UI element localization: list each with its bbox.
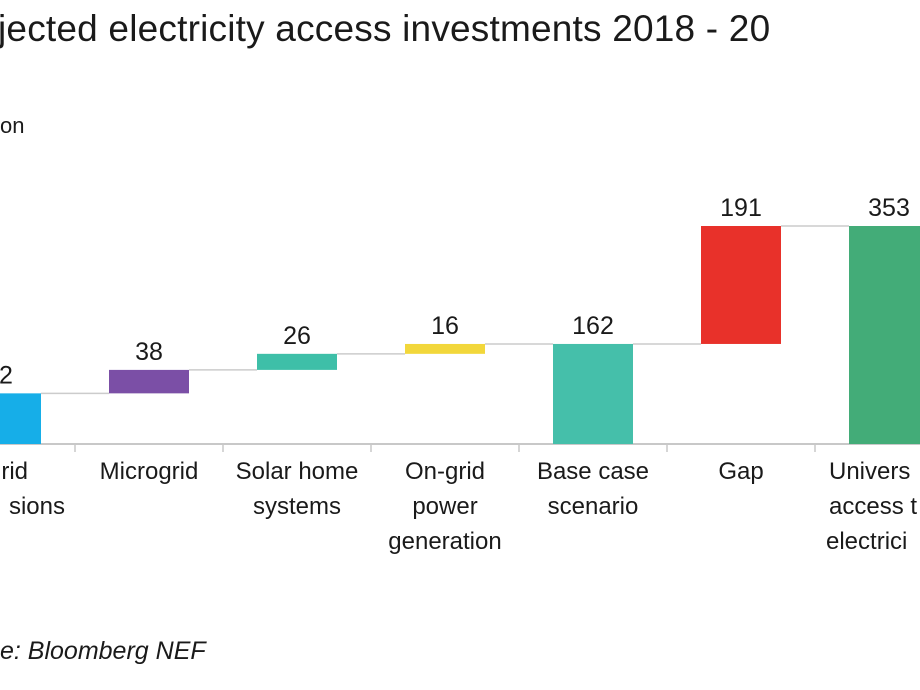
category-label: electrici — [826, 528, 907, 555]
category-label: Solar home — [236, 458, 359, 485]
category-label: generation — [388, 528, 501, 555]
chart-title: jected electricity access investments 20… — [0, 8, 771, 49]
bar — [405, 343, 485, 354]
category-label: Gap — [718, 458, 763, 485]
bar — [849, 226, 920, 444]
category-label: access t — [829, 493, 917, 520]
category-label: systems — [253, 493, 341, 520]
data-label: 191 — [720, 194, 762, 222]
category-label: sions — [9, 493, 65, 520]
category-label: Microgrid — [100, 458, 199, 485]
bar — [257, 353, 337, 370]
category-label: Univers — [829, 458, 910, 485]
category-label: rid — [1, 458, 28, 485]
chart-subtitle: on — [0, 113, 25, 138]
category-label: On-grid — [405, 458, 485, 485]
data-label: 2 — [0, 361, 13, 389]
bar — [701, 226, 781, 344]
data-label: 162 — [572, 312, 614, 340]
data-label: 353 — [868, 194, 910, 222]
category-label: scenario — [548, 493, 639, 520]
bar — [553, 343, 633, 444]
category-label: Base case — [537, 458, 649, 485]
bar — [109, 369, 189, 394]
data-label: 16 — [431, 312, 459, 340]
bar — [0, 393, 41, 444]
data-label: 38 — [135, 338, 163, 366]
data-label: 26 — [283, 322, 311, 350]
category-label: power — [412, 493, 477, 520]
chart-source: e: Bloomberg NEF — [0, 637, 206, 665]
